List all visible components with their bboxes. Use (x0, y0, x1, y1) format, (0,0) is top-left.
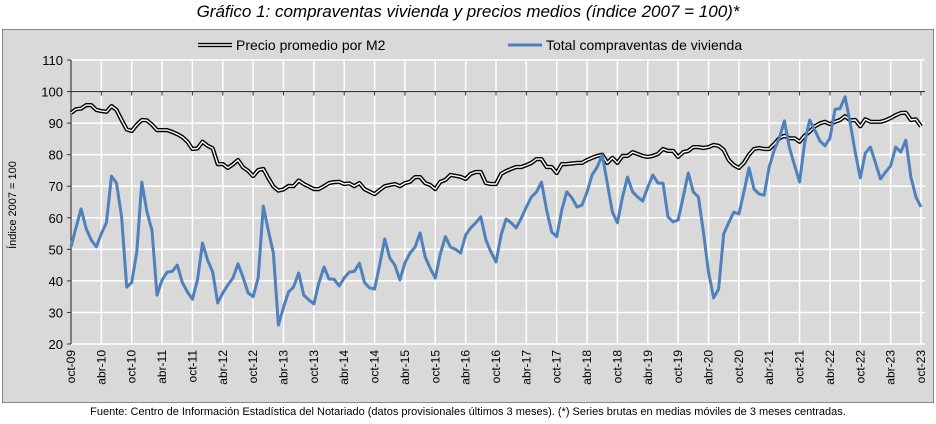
x-tick-label: abr-20 (702, 350, 716, 385)
x-tick-label: oct-10 (125, 350, 139, 384)
x-tick-label: oct-09 (64, 350, 78, 384)
y-tick-label: 80 (49, 148, 63, 163)
x-tick-label: oct-19 (671, 350, 685, 384)
tick-labels: 20 30 40 50 60 70 80 90 100 110 oct-09 abr-10 oct-10… (41, 53, 928, 385)
gridlines (70, 59, 925, 345)
x-tick-label: abr-13 (277, 350, 291, 385)
x-tick-label: abr-10 (94, 350, 108, 385)
x-tick-label: abr-12 (216, 350, 230, 385)
legend: Precio promedio por M2 Total compraventas… (198, 37, 742, 53)
x-tick-label: oct-23 (914, 350, 928, 384)
y-tick-label: 20 (49, 337, 63, 352)
y-tick-label: 90 (49, 116, 63, 131)
chart-title: Gráfico 1: compraventas vivienda y preci… (196, 2, 740, 21)
y-tick-label: 30 (49, 305, 63, 320)
x-tick-label: oct-15 (428, 350, 442, 384)
chart-frame: 20 30 40 50 60 70 80 90 100 110 oct-09 abr-10 oct-10… (2, 29, 934, 403)
y-tick-label: 40 (49, 274, 63, 289)
y-tick-label: 70 (49, 179, 63, 194)
y-axis-label: Índice 2007 = 100 (6, 161, 19, 249)
x-tick-label: abr-16 (459, 350, 473, 385)
x-tick-label: abr-22 (823, 350, 837, 385)
x-tick-label: oct-11 (185, 350, 199, 383)
x-tick-label: abr-14 (337, 350, 351, 385)
x-tick-label: oct-18 (610, 350, 624, 384)
axes (67, 59, 925, 345)
x-tick-label: abr-19 (641, 350, 655, 385)
y-tick-label: 60 (49, 211, 63, 226)
x-tick-label: abr-17 (519, 350, 533, 385)
y-tick-label: 100 (41, 85, 63, 100)
legend-label: Total compraventas de vivienda (546, 37, 742, 53)
x-tick-label: oct-14 (368, 350, 382, 384)
x-tick-label: abr-23 (884, 350, 898, 385)
x-tick-label: oct-12 (246, 350, 260, 384)
series-lines (69, 95, 923, 327)
x-tick-label: oct-21 (793, 350, 807, 384)
x-tick-label: abr-21 (762, 350, 776, 385)
x-tick-label: abr-15 (398, 350, 412, 385)
source-footnote: Fuente: Centro de Información Estadístic… (90, 406, 846, 418)
x-tick-label: abr-18 (580, 350, 594, 385)
legend-label: Precio promedio por M2 (236, 37, 386, 53)
x-tick-label: oct-20 (732, 350, 746, 384)
series-line-compraventas (69, 95, 923, 327)
x-tick-label: oct-16 (489, 350, 503, 384)
y-tick-label: 50 (49, 242, 63, 257)
x-tick-label: oct-17 (550, 350, 564, 384)
y-tick-label: 110 (42, 53, 63, 68)
line-chart: 20 30 40 50 60 70 80 90 100 110 oct-09 abr-10 oct-10… (6, 37, 928, 385)
x-tick-label: oct-22 (853, 350, 867, 384)
x-tick-label: oct-13 (307, 350, 321, 384)
x-tick-label: abr-11 (155, 350, 169, 384)
